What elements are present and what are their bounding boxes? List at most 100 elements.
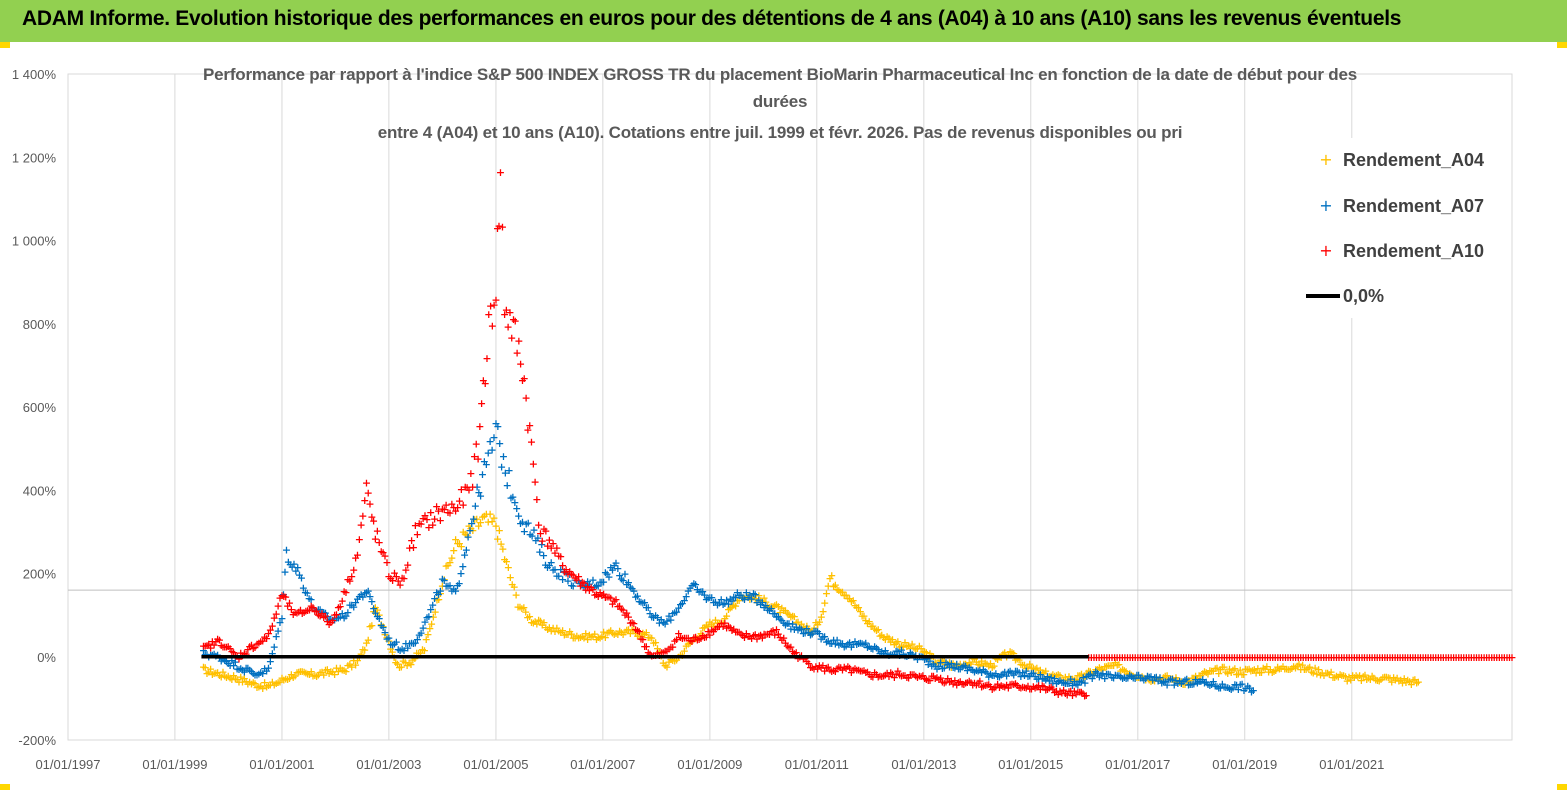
data-point: + xyxy=(866,670,875,683)
data-point: + xyxy=(378,621,387,634)
data-point: + xyxy=(1278,651,1287,664)
data-point: + xyxy=(1393,651,1402,664)
data-point: + xyxy=(1179,675,1188,688)
data-point: + xyxy=(217,639,226,652)
data-point: + xyxy=(818,631,827,644)
data-point: + xyxy=(301,605,310,618)
data-point: + xyxy=(961,658,970,671)
data-point: + xyxy=(770,599,779,612)
data-point: + xyxy=(877,645,886,658)
data-point: + xyxy=(590,581,599,594)
data-point: + xyxy=(736,628,745,641)
data-point: + xyxy=(1216,663,1225,676)
data-point: + xyxy=(979,663,988,676)
data-point: + xyxy=(1048,668,1057,681)
data-point: + xyxy=(1030,682,1039,695)
data-point: + xyxy=(543,561,552,574)
data-point: + xyxy=(507,331,516,344)
data-point: + xyxy=(1288,651,1297,664)
data-point: + xyxy=(631,627,640,640)
data-point: + xyxy=(633,624,642,637)
data-point: + xyxy=(1174,651,1183,664)
data-point: + xyxy=(931,672,940,685)
data-point: + xyxy=(1034,667,1043,680)
data-point: + xyxy=(413,528,422,541)
data-point: + xyxy=(993,670,1002,683)
data-point: + xyxy=(533,532,542,545)
data-point: + xyxy=(833,662,842,675)
data-point: + xyxy=(245,640,254,653)
data-point: + xyxy=(567,579,576,592)
data-point: + xyxy=(249,676,258,689)
data-point: + xyxy=(709,619,718,632)
data-point: + xyxy=(480,509,489,522)
data-point: + xyxy=(938,655,947,668)
data-point: + xyxy=(1300,663,1309,676)
data-point: + xyxy=(266,655,275,668)
data-point: + xyxy=(478,510,487,523)
data-point: + xyxy=(886,648,895,661)
data-point: + xyxy=(952,678,961,691)
data-point: + xyxy=(1318,667,1327,680)
data-point: + xyxy=(512,346,521,359)
data-point: + xyxy=(938,662,947,675)
data-point: + xyxy=(208,635,217,648)
data-point: + xyxy=(545,559,554,572)
data-point: + xyxy=(765,601,774,614)
data-point: + xyxy=(1294,651,1303,664)
data-point: + xyxy=(1212,661,1221,674)
data-point: + xyxy=(957,661,966,674)
data-point: + xyxy=(1365,651,1374,664)
data-point: + xyxy=(1022,662,1031,675)
data-point: + xyxy=(1408,651,1417,664)
data-point: + xyxy=(1002,669,1011,682)
data-point: + xyxy=(438,572,447,585)
data-point: + xyxy=(793,652,802,665)
data-point: + xyxy=(988,683,997,696)
data-point: + xyxy=(997,669,1006,682)
data-point: + xyxy=(1223,667,1232,680)
data-point: + xyxy=(1214,667,1223,680)
data-point: + xyxy=(390,566,399,579)
data-point: + xyxy=(1151,651,1160,664)
data-point: + xyxy=(767,600,776,613)
data-point: + xyxy=(899,669,908,682)
data-point: + xyxy=(792,646,801,659)
data-point: + xyxy=(649,611,658,624)
data-point: + xyxy=(349,601,358,614)
data-point: + xyxy=(519,601,528,614)
data-point: + xyxy=(678,597,687,610)
data-point: + xyxy=(707,624,716,637)
data-point: + xyxy=(360,494,369,507)
data-point: + xyxy=(201,640,210,653)
data-point: + xyxy=(1102,660,1111,673)
data-point: + xyxy=(332,661,341,674)
data-point: + xyxy=(1097,651,1106,664)
data-point: + xyxy=(1398,651,1407,664)
data-point: + xyxy=(362,636,371,649)
data-point: + xyxy=(356,648,365,661)
data-point: + xyxy=(506,492,515,505)
data-point: + xyxy=(792,621,801,634)
data-point: + xyxy=(833,583,842,596)
data-point: + xyxy=(975,664,984,677)
data-point: + xyxy=(1306,651,1315,664)
data-point: + xyxy=(685,582,694,595)
data-point: + xyxy=(1013,653,1022,666)
data-point: + xyxy=(705,629,714,642)
data-point: + xyxy=(1180,673,1189,686)
data-point: + xyxy=(920,645,929,658)
data-point: + xyxy=(636,632,645,645)
data-point: + xyxy=(1248,664,1257,677)
data-point: + xyxy=(364,633,373,646)
data-point: + xyxy=(908,638,917,651)
data-point: + xyxy=(1046,671,1055,684)
data-point: + xyxy=(1089,669,1098,682)
data-point: + xyxy=(534,613,543,626)
data-point: + xyxy=(1214,681,1223,694)
data-point: + xyxy=(626,617,635,630)
data-point: + xyxy=(1180,678,1189,691)
data-point: + xyxy=(1311,651,1320,664)
data-point: + xyxy=(1098,667,1107,680)
data-point: + xyxy=(530,475,539,488)
